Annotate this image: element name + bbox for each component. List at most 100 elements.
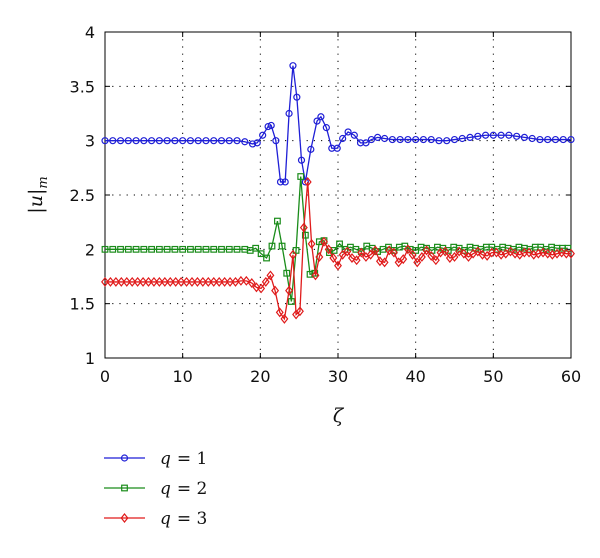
legend-var: q [160,449,171,469]
data-point [179,137,187,145]
data-point [179,245,187,253]
data-point [155,276,164,287]
legend-label: q = 3 [160,509,207,529]
data-point [109,137,117,145]
x-tick-label: 0 [100,367,110,386]
series-layer [101,62,575,324]
data-point [248,140,257,148]
legend-var: q [160,509,171,529]
data-point [101,276,109,287]
data-point [171,276,180,287]
data-point [459,248,468,259]
data-point [285,285,294,296]
data-point [299,222,308,233]
data-point [375,256,384,267]
data-point [466,133,474,142]
data-point [236,275,245,286]
data-point [320,236,328,247]
data-point [301,178,309,186]
y-tick-label: 1 [85,349,95,368]
data-point [259,131,267,139]
data-point [536,135,544,144]
x-tick-label: 50 [483,367,503,386]
data-point [544,135,552,144]
data-point [285,109,293,118]
data-point [117,276,126,287]
data-point [252,282,261,293]
data-point [225,137,233,145]
data-point [303,176,312,187]
data-point [242,275,251,286]
data-point [528,134,536,143]
data-point [257,250,265,258]
data-point [241,138,249,146]
legend-eq: = 2 [177,479,207,499]
data-point [261,276,270,287]
series-q-3 [101,176,575,324]
data-point [450,135,459,144]
data-point [348,253,356,263]
x-axis-title: ζ [333,405,345,427]
data-point [301,231,309,239]
data-point [276,178,285,186]
data-point [473,246,482,257]
data-point [171,137,179,145]
data-point [109,245,117,253]
data-point [163,137,171,145]
data-point [140,245,148,253]
data-point [297,156,306,164]
data-point [194,245,202,253]
data-point [464,251,473,262]
data-point [128,276,137,287]
data-point [148,245,156,253]
data-point [166,276,175,287]
data-point [419,135,428,144]
data-point [252,244,260,252]
data-point [322,124,330,132]
data-point [455,246,464,257]
x-tick-label: 10 [172,367,192,386]
data-point [381,134,389,143]
legend-item-q-2: q = 2 [104,479,207,499]
data-point [133,276,142,287]
data-point [344,128,352,136]
data-point [492,247,501,258]
data-point [233,245,241,253]
data-point [399,254,408,265]
data-point [226,276,235,287]
y-tick-label: 2.5 [70,186,95,205]
y-tick-label: 4 [85,23,95,42]
data-point [280,313,289,324]
data-point [352,255,361,266]
data-point [188,276,196,287]
y-axis-title-main: |u| [25,189,47,214]
data-point [215,276,224,287]
data-point [338,249,347,260]
data-point [177,276,186,287]
data-point [210,137,218,145]
data-point [385,245,394,256]
data-point [334,260,342,271]
data-point [139,276,148,287]
data-point [171,245,179,253]
data-point [218,245,225,253]
data-point [483,250,492,261]
x-tick-label: 40 [405,367,425,386]
data-point [297,173,305,180]
data-point [263,254,270,262]
data-point [506,246,515,257]
data-point [288,298,295,305]
data-point [505,131,513,139]
data-point [315,251,324,262]
data-point [283,269,291,277]
data-point [124,245,132,253]
legend-marker [121,484,128,492]
data-point [289,62,297,70]
series-q-2 [101,173,572,305]
data-point [367,135,375,144]
data-point [396,135,404,144]
data-point [148,137,156,145]
data-point [413,257,422,268]
data-point [272,137,280,145]
y-tick-label: 1.5 [70,295,95,314]
